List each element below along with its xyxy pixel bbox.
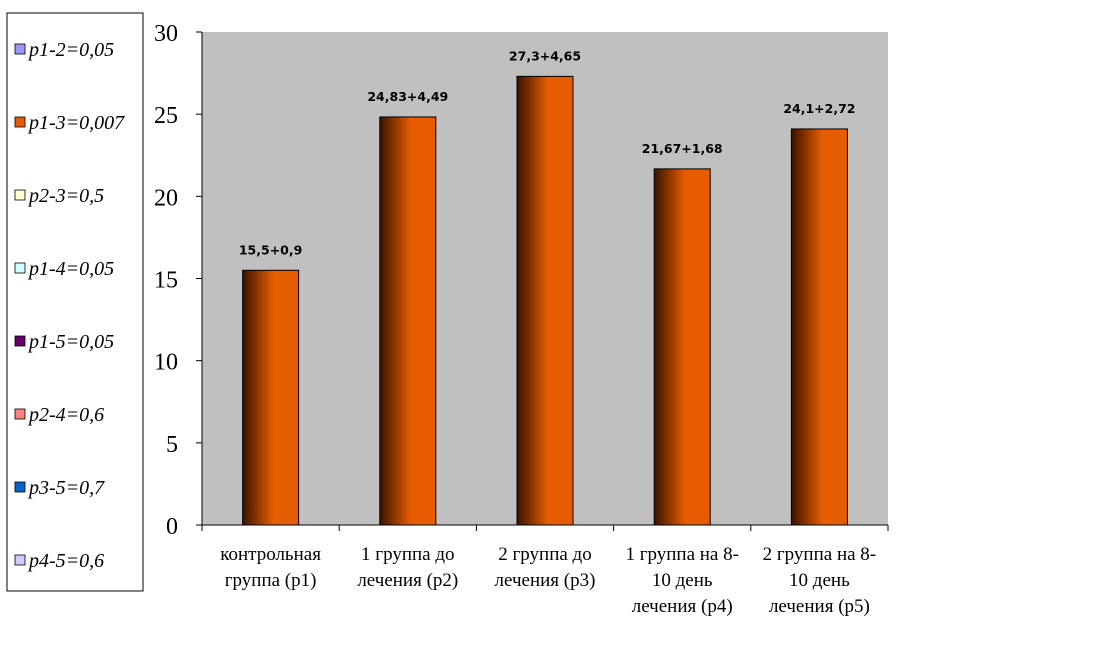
x-tick-label: 1 группа до: [361, 544, 454, 565]
legend-swatch: [14, 43, 26, 55]
legend-label: p2-3=0,5: [27, 185, 104, 207]
legend-box: [6, 12, 144, 592]
data-label: 24,83+4,49: [367, 89, 448, 104]
x-tick-label: 1 группа на 8-: [625, 544, 739, 565]
legend-swatch: [14, 116, 26, 128]
bar: [516, 75, 574, 526]
legend-label: p1-3=0,007: [27, 112, 125, 134]
x-tick-label: 2 группа до: [498, 544, 591, 565]
x-tick-label: 10 день: [789, 570, 850, 591]
legend-swatch: [14, 408, 26, 420]
y-tick-label: 25: [154, 103, 178, 129]
legend-label: p4-5=0,6: [27, 550, 104, 572]
data-label: 15,5+0,9: [239, 242, 302, 257]
legend-label: p3-5=0,7: [27, 477, 105, 499]
x-tick-label: лечения (р4): [632, 596, 733, 617]
legend-swatch: [14, 262, 26, 274]
x-tick-label: 10 день: [652, 570, 713, 591]
x-tick-label: 2 группа на 8-: [763, 544, 877, 565]
y-tick-label: 15: [154, 268, 178, 294]
y-tick-label: 5: [166, 432, 178, 458]
legend-swatch: [14, 335, 26, 347]
x-tick-label: контрольная: [220, 544, 321, 565]
data-label: 27,3+4,65: [509, 48, 581, 63]
bar: [242, 269, 300, 526]
y-tick-label: 0: [166, 514, 178, 540]
legend-label: p1-5=0,05: [27, 331, 114, 353]
legend-swatch: [14, 554, 26, 566]
legend-label: p1-4=0,05: [27, 258, 114, 280]
y-tick-label: 20: [154, 185, 178, 211]
y-tick-label: 30: [154, 21, 178, 47]
x-tick-label: лечения (р5): [769, 596, 870, 617]
y-tick-label: 10: [154, 350, 178, 376]
data-label: 21,67+1,68: [642, 141, 723, 156]
x-tick-label: группа (р1): [225, 570, 317, 591]
legend-swatch: [14, 481, 26, 493]
legend-swatch: [14, 189, 26, 201]
legend-label: p2-4=0,6: [27, 404, 104, 426]
x-tick-label: лечения (р2): [357, 570, 458, 591]
data-label: 24,1+2,72: [783, 101, 855, 116]
x-tick-label: лечения (р3): [495, 570, 596, 591]
bar: [653, 168, 711, 526]
legend-label: p1-2=0,05: [27, 39, 114, 61]
bar: [790, 128, 848, 526]
bar: [379, 116, 437, 526]
